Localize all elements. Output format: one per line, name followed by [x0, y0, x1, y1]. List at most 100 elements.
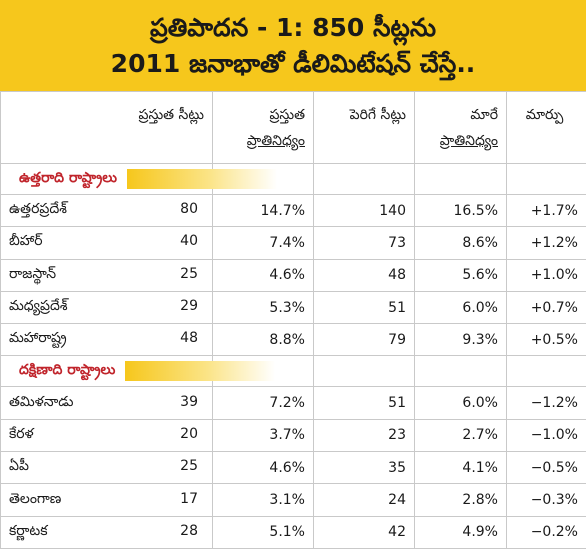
section-empty-cell [506, 355, 586, 388]
current-seats-value: 39 [180, 393, 198, 410]
header-changed-share-line1: మారే [470, 107, 498, 123]
delimitation-table-container: ప్రస్తుత సీట్లు ప్రస్తుత ప్రాతినిధ్యం పె… [0, 91, 586, 550]
change-value: +1.7% [506, 193, 586, 228]
state-cell: కర్ణాటక 28 [0, 515, 213, 549]
header-changed-share: మారే ప్రాతినిధ్యం [414, 91, 507, 164]
section-label: దక్షిణాది రాష్ట్రాలు [19, 361, 116, 378]
state-cell: మధ్యప్రదేశ్ 29 [0, 290, 213, 325]
table-row: మధ్యప్రదేశ్ 29 5.3% 51 6.0% +0.7% [0, 290, 586, 325]
table-row: మహారాష్ట్ర 48 8.8% 79 9.3% +0.5% [0, 323, 586, 357]
current-seats-value: 40 [180, 233, 198, 250]
table-row: ఏపీ 25 4.6% 35 4.1% −0.5% [0, 451, 586, 485]
new-seats-value: 23 [313, 418, 415, 453]
new-share-value: 9.3% [414, 323, 507, 357]
state-name: బీహార్ [9, 233, 43, 250]
header-row: ప్రస్తుత సీట్లు ప్రస్తుత ప్రాతినిధ్యం పె… [0, 91, 586, 164]
new-seats-value: 24 [313, 483, 415, 517]
table-row: ఉత్తరప్రదేశ్ 80 14.7% 140 16.5% +1.7% [0, 193, 586, 228]
title-line-1: ప్రతిపాదన - 1: 850 సీట్లను [149, 12, 437, 42]
new-seats-value: 140 [313, 193, 415, 228]
section-empty-cell [313, 355, 415, 388]
current-share-value: 4.6% [212, 451, 314, 485]
section-highlight-bar [125, 361, 276, 382]
change-value: +0.7% [506, 290, 586, 325]
current-share-value: 14.7% [212, 193, 314, 228]
change-value: +1.2% [506, 226, 586, 260]
table-row: బీహార్ 40 7.4% 73 8.6% +1.2% [0, 226, 586, 260]
table-row: తెలంగాణ 17 3.1% 24 2.8% −0.3% [0, 483, 586, 517]
current-seats-value: 80 [180, 201, 198, 218]
change-value: −0.5% [506, 451, 586, 485]
new-share-value: 4.9% [414, 515, 507, 549]
state-cell: తమిళనాడు 39 [0, 386, 213, 420]
new-seats-value: 35 [313, 451, 415, 485]
change-value: −1.2% [506, 386, 586, 420]
state-name: మహారాష్ట్ర [9, 330, 67, 347]
change-value: −0.2% [506, 515, 586, 549]
change-value: −1.0% [506, 418, 586, 453]
state-name: కర్ణాటక [9, 522, 48, 539]
table-row: కర్ణాటక 28 5.1% 42 4.9% −0.2% [0, 515, 586, 549]
new-share-value: 6.0% [414, 386, 507, 420]
state-name: ఏపీ [9, 458, 29, 475]
new-seats-value: 42 [313, 515, 415, 549]
state-cell: మహారాష్ట్ర 48 [0, 323, 213, 357]
new-share-value: 5.6% [414, 258, 507, 292]
state-cell: కేరళ 20 [0, 418, 213, 453]
header-current-share-line1: ప్రస్తుత [269, 107, 305, 123]
current-seats-value: 48 [180, 330, 198, 347]
state-cell: ఉత్తరప్రదేశ్ 80 [0, 193, 213, 228]
state-name: తెలంగాణ [9, 490, 62, 507]
header-current-seats: ప్రస్తుత సీట్లు [0, 91, 213, 164]
state-cell: బీహార్ 40 [0, 226, 213, 260]
current-share-value: 5.3% [212, 290, 314, 325]
delimitation-table: ప్రస్తుత సీట్లు ప్రస్తుత ప్రాతినిధ్యం పె… [0, 91, 586, 549]
change-value: +0.5% [506, 323, 586, 357]
table-body: ఉత్తరాది రాష్ట్రాలు ఉత్తరప్రదేశ్ 80 14.7% 14… [0, 163, 586, 549]
section-header-cell: దక్షిణాది రాష్ట్రాలు [0, 355, 276, 388]
section-highlight-bar [127, 169, 277, 189]
current-seats-value: 25 [180, 265, 198, 282]
table-row: కేరళ 20 3.7% 23 2.7% −1.0% [0, 418, 586, 453]
section-empty-cell [506, 163, 586, 195]
current-seats-value: 28 [180, 522, 198, 539]
new-share-value: 2.7% [414, 418, 507, 453]
table-header: ప్రస్తుత సీట్లు ప్రస్తుత ప్రాతినిధ్యం పె… [0, 91, 586, 164]
change-value: +1.0% [506, 258, 586, 292]
change-value: −0.3% [506, 483, 586, 517]
header-increased-seats-label: పెరిగే సీట్లు [349, 107, 406, 123]
table-row: తమిళనాడు 39 7.2% 51 6.0% −1.2% [0, 386, 586, 420]
current-share-value: 8.8% [212, 323, 314, 357]
current-seats-value: 29 [180, 298, 198, 315]
new-seats-value: 48 [313, 258, 415, 292]
title-line-2: 2011 జనాభాతో డీలిమిటేషన్ చేస్తే.. [110, 48, 476, 78]
new-seats-value: 73 [313, 226, 415, 260]
new-share-value: 6.0% [414, 290, 507, 325]
state-cell: రాజస్థాన్ 25 [0, 258, 213, 292]
state-name: రాజస్థాన్ [9, 265, 57, 282]
section-header-row: ఉత్తరాది రాష్ట్రాలు [0, 163, 586, 195]
current-share-value: 5.1% [212, 515, 314, 549]
header-change: మార్పు [506, 91, 586, 164]
current-share-value: 7.2% [212, 386, 314, 420]
title-banner: ప్రతిపాదన - 1: 850 సీట్లను 2011 జనాభాతో … [0, 0, 586, 91]
section-label: ఉత్తరాది రాష్ట్రాలు [19, 169, 117, 186]
section-header-row: దక్షిణాది రాష్ట్రాలు [0, 355, 586, 388]
current-share-value: 7.4% [212, 226, 314, 260]
table-row: రాజస్థాన్ 25 4.6% 48 5.6% +1.0% [0, 258, 586, 292]
header-current-seats-label: ప్రస్తుత సీట్లు [138, 107, 204, 123]
header-increased-seats: పెరిగే సీట్లు [313, 91, 415, 164]
state-name: కేరళ [9, 425, 34, 442]
section-empty-cell [414, 355, 507, 388]
current-seats-value: 25 [180, 458, 198, 475]
section-empty-cell [414, 163, 507, 195]
current-seats-value: 17 [180, 490, 198, 507]
new-seats-value: 51 [313, 290, 415, 325]
current-share-value: 3.1% [212, 483, 314, 517]
state-cell: ఏపీ 25 [0, 451, 213, 485]
section-empty-cell [313, 163, 415, 195]
section-header-cell: ఉత్తరాది రాష్ట్రాలు [0, 163, 277, 195]
state-cell: తెలంగాణ 17 [0, 483, 213, 517]
new-share-value: 2.8% [414, 483, 507, 517]
state-name: తమిళనాడు [9, 393, 74, 410]
